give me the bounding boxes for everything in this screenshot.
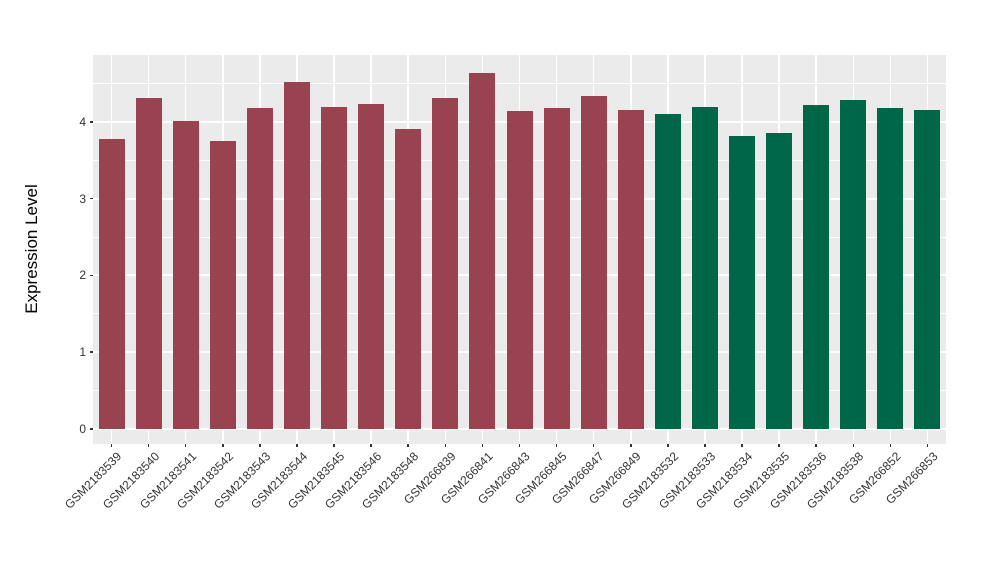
y-tick-label: 0	[79, 422, 86, 436]
bar-GSM2183540	[135, 97, 162, 429]
y-axis-tick	[90, 274, 93, 277]
x-axis-tick	[926, 444, 929, 447]
x-axis-tick	[815, 444, 817, 447]
x-axis-tick	[667, 444, 669, 447]
bar-GSM266852	[877, 107, 904, 429]
y-axis-tick	[90, 197, 93, 200]
y-tick-label: 3	[79, 191, 86, 206]
bar-GSM2183539	[98, 138, 125, 429]
bar-GSM266841	[469, 73, 496, 429]
x-axis-tick	[370, 444, 372, 447]
x-axis-tick	[592, 444, 595, 447]
x-axis-tick	[444, 444, 447, 447]
bar-GSM266847	[580, 96, 607, 429]
y-tick-label: 1	[79, 345, 86, 360]
x-axis-tick	[741, 444, 743, 447]
y-axis-tick	[90, 121, 93, 123]
bar-GSM2183546	[358, 104, 385, 429]
x-axis-tick	[518, 444, 521, 447]
x-axis-tick	[184, 444, 187, 447]
x-axis-tick	[147, 444, 150, 447]
x-axis-tick	[555, 444, 558, 447]
bar-GSM266853	[914, 109, 941, 429]
x-axis-tick	[889, 444, 892, 447]
y-axis-tick	[90, 428, 93, 430]
x-axis-tick	[259, 444, 261, 447]
bar-GSM266843	[506, 111, 533, 429]
y-tick-label: 4	[79, 114, 86, 129]
x-axis-tick	[778, 444, 780, 447]
bar-GSM2183543	[246, 107, 273, 429]
x-axis-tick	[296, 444, 298, 447]
bar-GSM266845	[543, 107, 570, 429]
bar-GSM266849	[617, 109, 644, 429]
bar-GSM2183535	[766, 133, 793, 429]
bar-GSM2183532	[654, 114, 681, 429]
bar-GSM2183538	[840, 100, 867, 429]
x-axis-tick	[704, 444, 706, 447]
bar-GSM266839	[432, 97, 459, 429]
x-axis-tick	[110, 444, 113, 447]
y-axis-title: Expression Level	[22, 184, 41, 314]
bar-GSM2183541	[172, 121, 199, 429]
bar-GSM2183533	[691, 107, 718, 429]
x-axis-tick	[407, 444, 409, 447]
bar-GSM2183536	[803, 104, 830, 429]
bar-GSM2183542	[209, 141, 236, 429]
x-axis-tick	[481, 444, 484, 447]
x-axis-tick	[222, 444, 224, 447]
x-axis-tick	[333, 444, 335, 447]
bar-GSM2183534	[729, 135, 756, 429]
x-axis-tick	[852, 444, 855, 447]
x-axis-tick	[630, 444, 632, 447]
y-tick-label: 2	[79, 268, 86, 283]
bar-GSM2183544	[283, 81, 310, 429]
bar-GSM2183548	[395, 129, 422, 429]
y-axis-tick	[90, 351, 93, 353]
bar-GSM2183545	[321, 107, 348, 429]
plot-panel	[93, 55, 946, 444]
